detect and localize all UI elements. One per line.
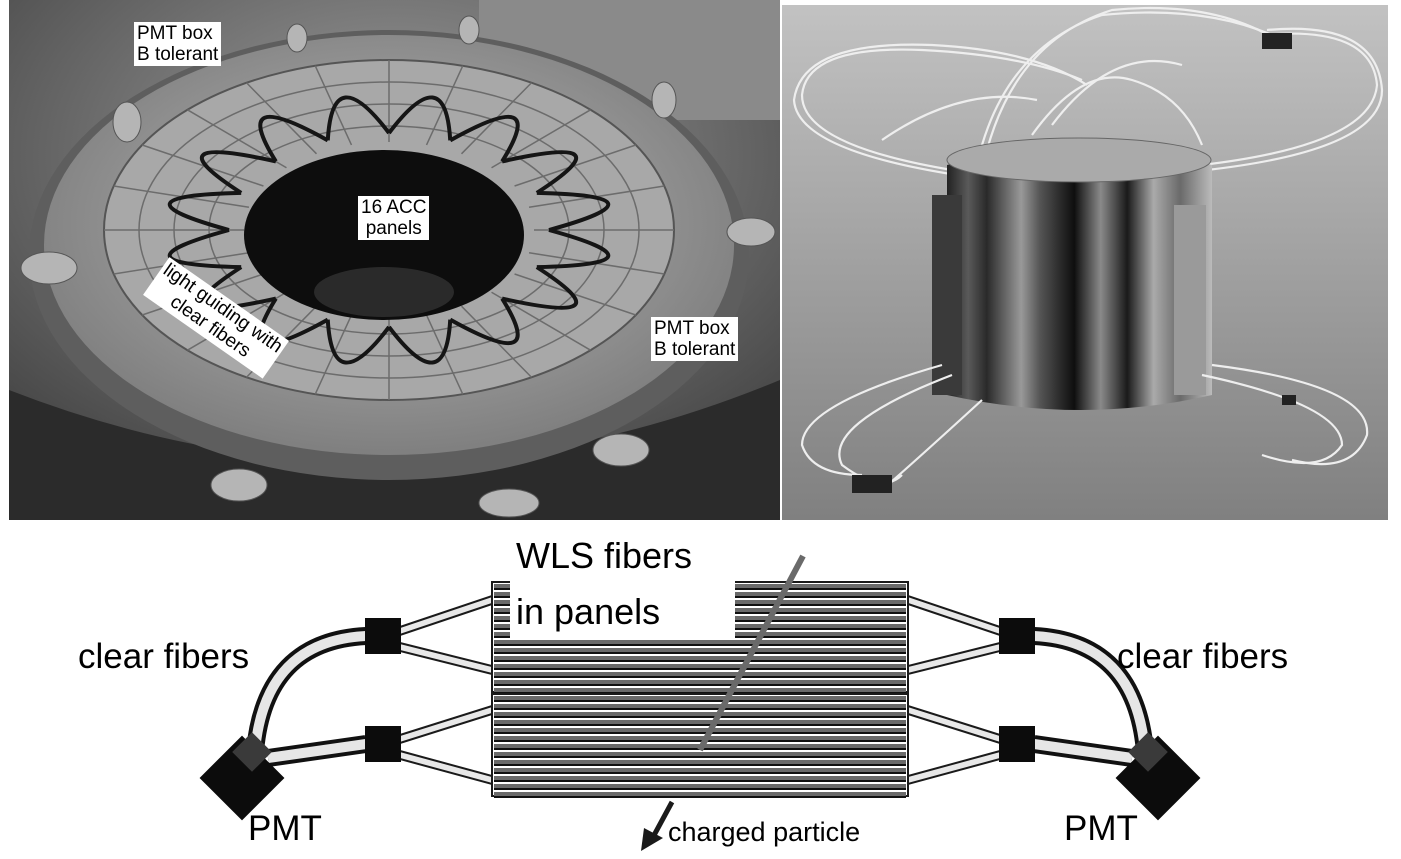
pmt-left-label: PMT (248, 809, 322, 848)
acc-photo-panel: PMT box B tolerant 16 ACC panels PMT box… (9, 0, 780, 520)
connectors (365, 618, 1035, 762)
charged-particle-label: charged particle (668, 817, 860, 847)
fiber-schematic-panel: WLS fibers in panels clear fibers clear … (0, 526, 1401, 859)
left-fiber-bundles (399, 594, 493, 786)
label-pmt-box-right: PMT box B tolerant (651, 317, 739, 361)
acc-render-illustration (782, 5, 1388, 520)
wls-label-line2: in panels (516, 591, 660, 632)
wls-label-line1: WLS fibers (516, 535, 692, 576)
acc-photo-illustration (9, 0, 780, 520)
right-fiber-bundles (907, 594, 1001, 786)
clear-fibers-right-label: clear fibers (1117, 637, 1288, 676)
fiber-schematic: WLS fibers in panels clear fibers clear … (78, 535, 1288, 851)
clear-fibers-left-label: clear fibers (78, 637, 249, 676)
label-acc-panels: 16 ACC panels (358, 196, 430, 240)
pmt-right-shape (1115, 732, 1201, 821)
pmt-right-label: PMT (1064, 809, 1138, 848)
pmt-left-shape (199, 732, 285, 821)
label-pmt-box-top: PMT box B tolerant (134, 22, 222, 66)
acc-render-panel (782, 5, 1388, 520)
